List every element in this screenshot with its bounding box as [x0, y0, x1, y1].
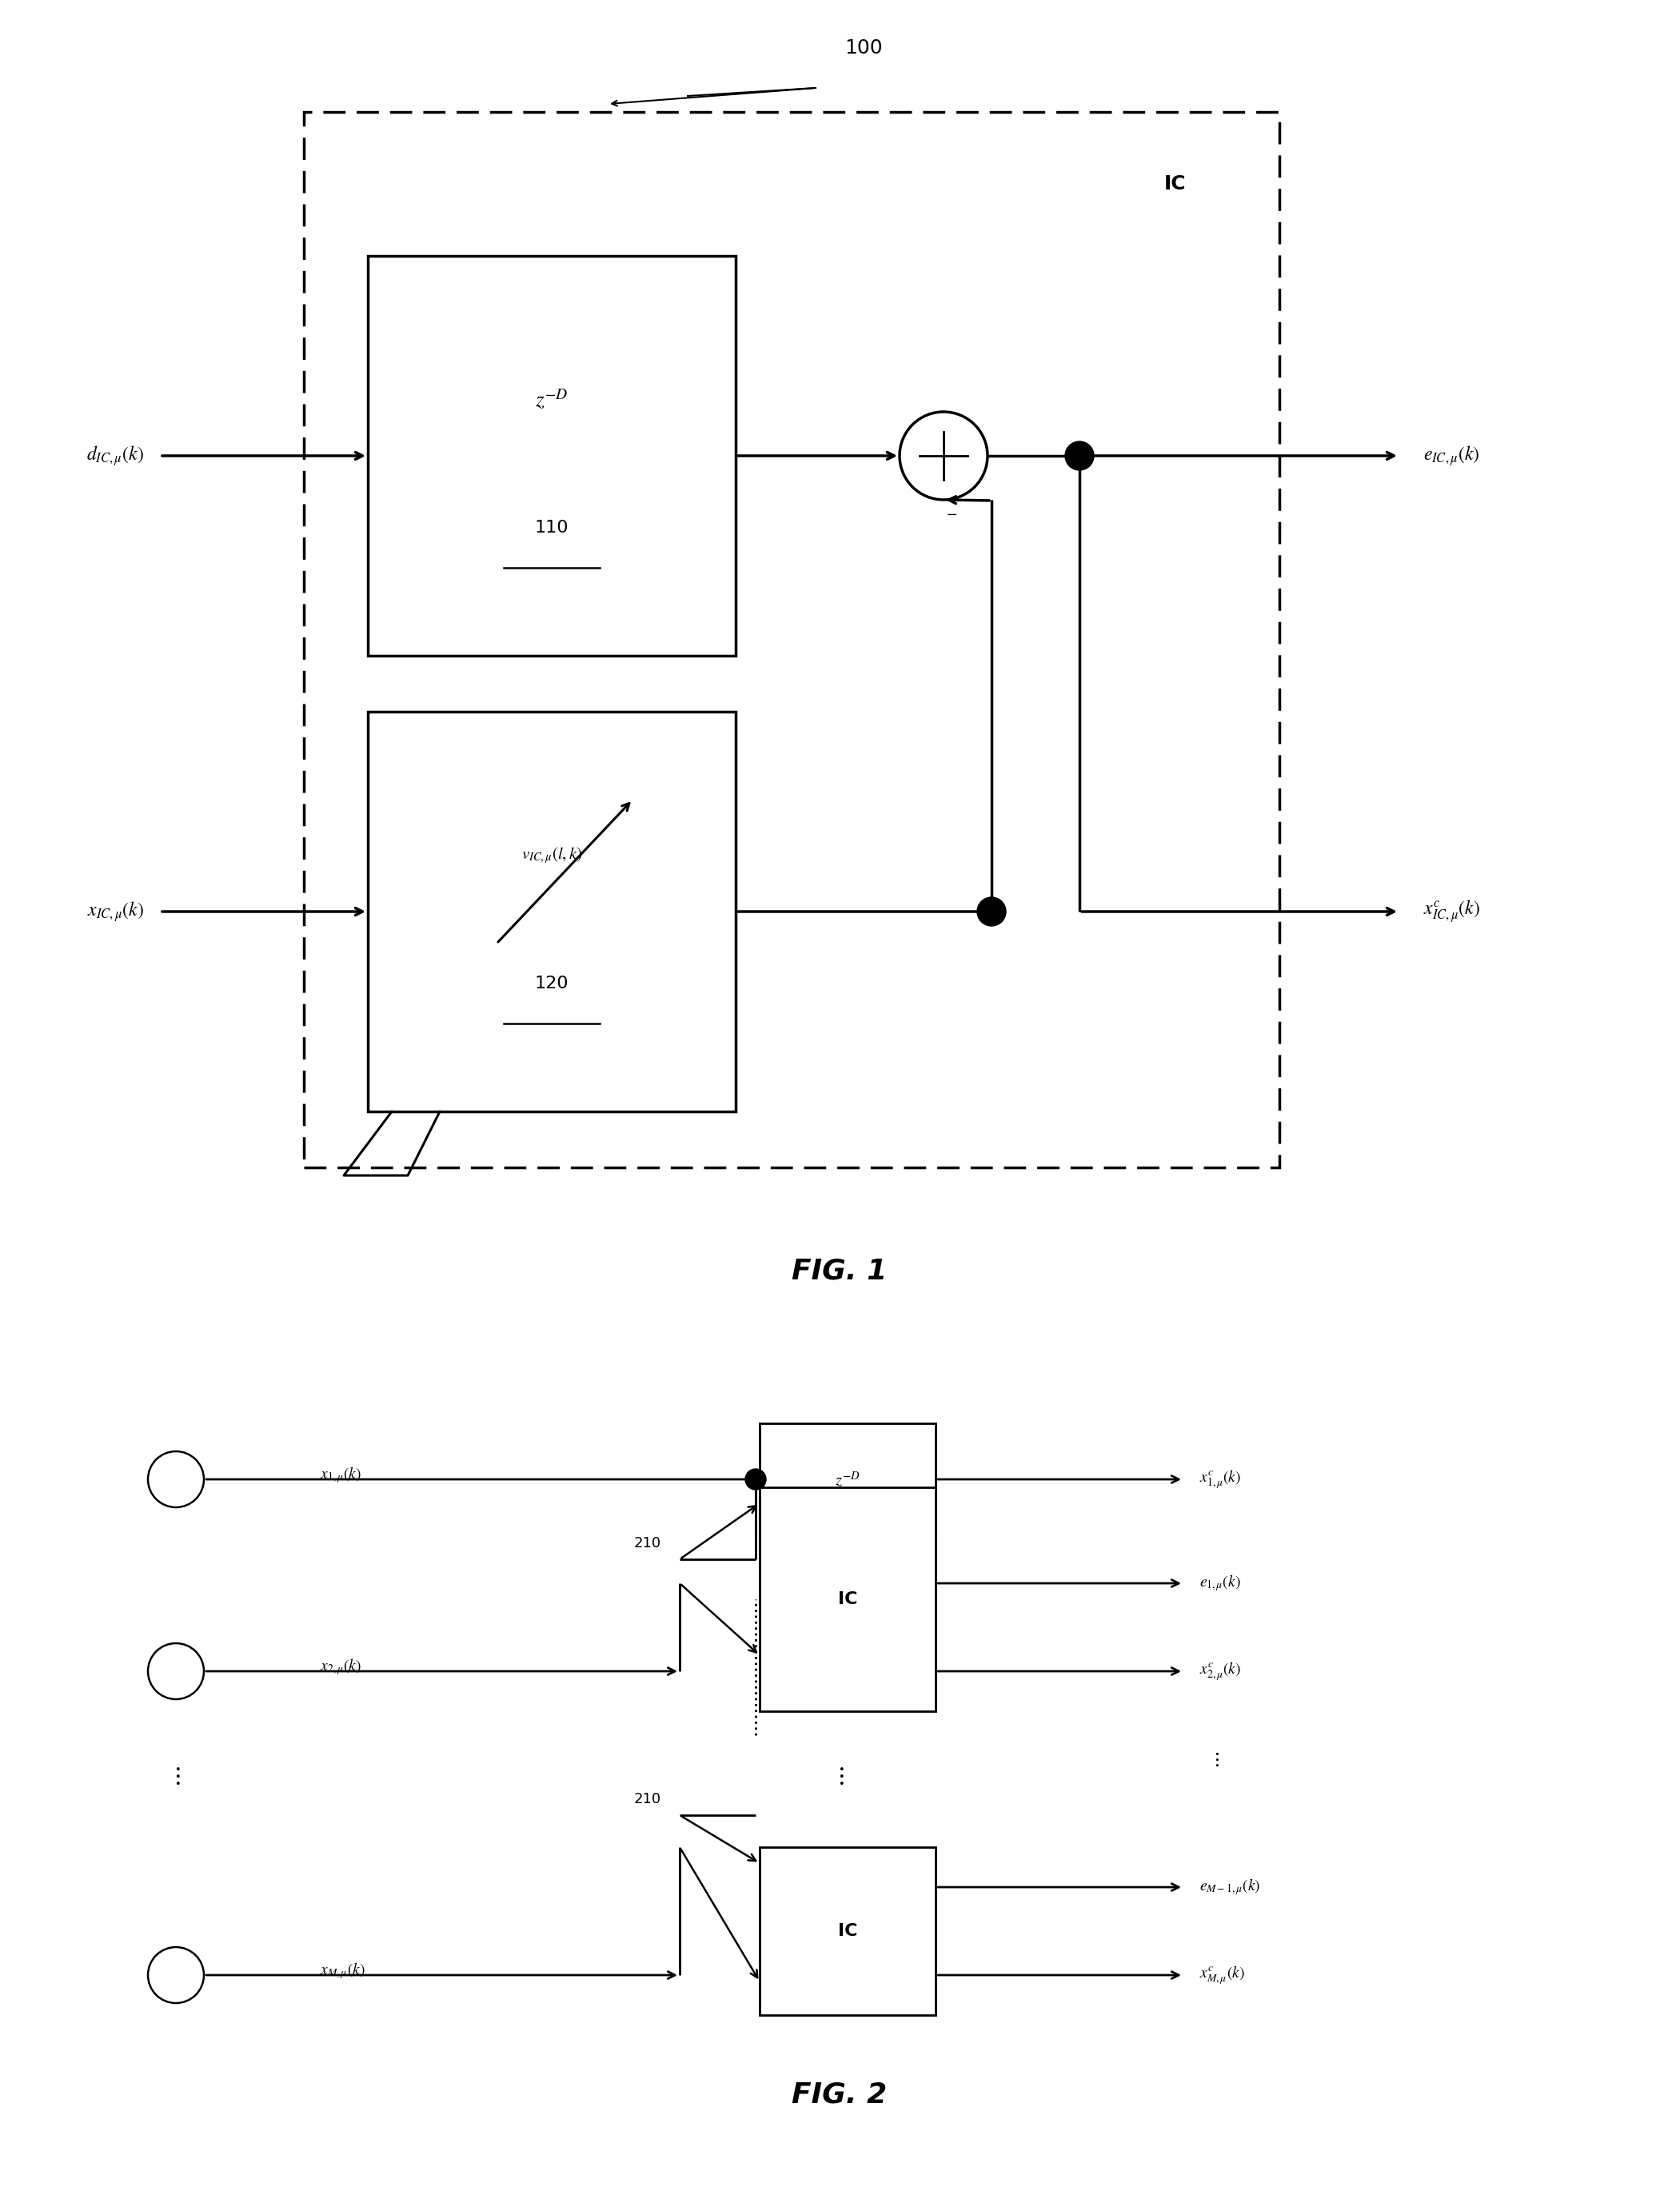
Circle shape [148, 1948, 203, 2003]
Text: IC: IC [838, 1924, 857, 1939]
Circle shape [746, 1468, 766, 1490]
Text: 120: 120 [534, 975, 570, 993]
Text: $e_{1,\mu}(k)$: $e_{1,\mu}(k)$ [1200, 1573, 1242, 1593]
Text: $z^{-D}$: $z^{-D}$ [835, 1470, 860, 1488]
Text: 100: 100 [845, 39, 882, 57]
Text: FIG. 2: FIG. 2 [791, 2081, 887, 2108]
Circle shape [899, 412, 988, 500]
Text: $e_{IC,\mu}(k)$: $e_{IC,\mu}(k)$ [1423, 445, 1480, 467]
Text: $x^c_{IC,\mu}(k)$: $x^c_{IC,\mu}(k)$ [1423, 898, 1480, 925]
Bar [304, 112, 1280, 1168]
Text: $x_{IC,\mu}(k)$: $x_{IC,\mu}(k)$ [87, 901, 144, 922]
Bar [368, 256, 736, 655]
Text: $x^c_{2,\mu}(k)$: $x^c_{2,\mu}(k)$ [1200, 1661, 1242, 1683]
Bar [368, 712, 736, 1111]
Text: IC: IC [1164, 175, 1186, 193]
Text: $-$: $-$ [946, 504, 958, 519]
Circle shape [1065, 440, 1094, 471]
Circle shape [148, 1450, 203, 1507]
Text: $e_{M-1,\mu}(k)$: $e_{M-1,\mu}(k)$ [1200, 1878, 1260, 1897]
Circle shape [148, 1643, 203, 1700]
Text: FIG. 1: FIG. 1 [791, 1258, 887, 1284]
Text: $z^{-D}$: $z^{-D}$ [536, 388, 568, 412]
Text: 110: 110 [534, 519, 570, 537]
Text: IC: IC [838, 1591, 857, 1608]
Text: $\vdots$: $\vdots$ [171, 1764, 181, 1788]
Bar [759, 1488, 936, 1711]
Text: $x^c_{M,\mu}(k)$: $x^c_{M,\mu}(k)$ [1200, 1963, 1245, 1985]
Text: $x_{2,\mu}(k)$: $x_{2,\mu}(k)$ [319, 1656, 361, 1676]
Text: $\vdots$: $\vdots$ [835, 1764, 845, 1788]
Text: $x_{M,\mu}(k)$: $x_{M,\mu}(k)$ [319, 1961, 365, 1981]
Circle shape [978, 896, 1006, 927]
Text: $v_{IC,\mu}(l,k)$: $v_{IC,\mu}(l,k)$ [521, 846, 583, 865]
Text: $\vdots$: $\vdots$ [1211, 1751, 1220, 1768]
Text: $x^c_{1,\mu}(k)$: $x^c_{1,\mu}(k)$ [1200, 1468, 1242, 1490]
Text: $d_{IC,\mu}(k)$: $d_{IC,\mu}(k)$ [87, 445, 144, 467]
Bar [759, 1847, 936, 2016]
Text: 210: 210 [633, 1792, 662, 1805]
Text: 210: 210 [633, 1536, 662, 1551]
Bar [759, 1424, 936, 1536]
Text: $x_{1,\mu}(k)$: $x_{1,\mu}(k)$ [319, 1466, 361, 1485]
